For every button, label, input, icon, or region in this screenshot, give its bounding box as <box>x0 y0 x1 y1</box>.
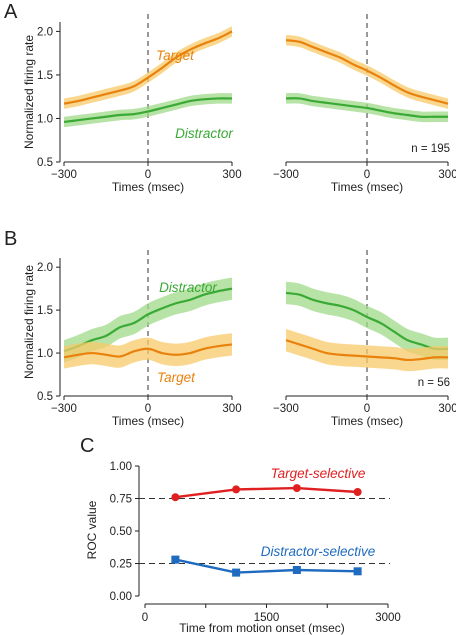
panel-a-right-distractor-line <box>285 97 448 118</box>
panel-c-y-tick-label: 1.00 <box>110 461 132 473</box>
panel-a-n-label: n = 195 <box>411 143 450 155</box>
panel-a-y-axis-label: Normalized firing rate <box>22 35 36 149</box>
panel-b-left-y-tick-label: 0.5 <box>37 391 53 403</box>
panel-a-left-x-tick-label: −300 <box>51 169 77 181</box>
panel-a-left-distractor-line <box>63 97 233 124</box>
panel-c-distractor-selective-line <box>175 558 358 574</box>
panel-c: C ROC value Time from motion onset (msec… <box>80 435 401 635</box>
panel-c-target-selective-label: Target-selective <box>271 466 366 481</box>
panel-a-left-target-label: Target <box>156 48 195 63</box>
panel-a-left-y-tick-label: 0.5 <box>37 157 53 169</box>
panel-c-x-tick-label: 0 <box>142 612 148 624</box>
panel-c-target-selective-point <box>353 488 362 496</box>
panel-a-left-target-band <box>64 26 232 109</box>
panel-b-right-x-tick-label: 300 <box>438 403 456 415</box>
panel-b-right-target-line <box>285 339 449 362</box>
panel-b-right-x-axis-label: Times (msec) <box>331 414 403 428</box>
panel-a-left-x-tick-label: 0 <box>145 169 151 181</box>
panel-c-plot: 0.00 0.25 0.50 0.75 1.00 0 1500 3000 Target-sele… <box>110 461 401 624</box>
panel-b-left-distractor-label: Distractor <box>159 280 217 295</box>
panel-c-distractor-selective-point <box>171 555 180 564</box>
panel-a-left-distractor-label: Distractor <box>175 126 233 141</box>
panel-a-left-y-tick-label: 1.5 <box>37 70 53 82</box>
panel-a: A Normalized firing rate 0.5 1.0 1.5 2.0 −30… <box>4 1 456 194</box>
panel-a-right-target-line <box>285 39 449 105</box>
panel-b-right-x-tick-label: −300 <box>273 403 299 415</box>
panel-b-y-axis-label: Normalized firing rate <box>22 265 36 379</box>
panel-c-x-tick-label: 1500 <box>254 612 280 624</box>
panel-b-left-y-tick-label: 1.5 <box>37 305 53 317</box>
panel-c-y-axis-label: ROC value <box>85 500 99 559</box>
panel-b: B Normalized firing rate 0.5 1.0 1.5 2.0 −30… <box>4 228 456 428</box>
panel-a-left-y-tick-label: 1.0 <box>37 113 53 125</box>
panel-a-right-x-axis-label: Times (msec) <box>331 180 403 194</box>
panel-c-y-tick-label: 0.50 <box>110 526 132 538</box>
panel-b-left-distractor-line <box>63 287 233 353</box>
panel-a-left-x-tick-label: 300 <box>222 169 241 181</box>
panel-c-y-tick-label: 0.75 <box>110 494 132 506</box>
panel-b-left-target-line <box>63 343 233 359</box>
panel-a-right-x-tick-label: 0 <box>364 169 370 181</box>
panel-c-target-selective-line <box>175 486 358 499</box>
panel-c-y-tick-label: 0.25 <box>110 559 132 571</box>
panel-b-left-target-band <box>64 333 232 369</box>
panel-b-left-plot: 0.5 1.0 1.5 2.0 −300 0 300 Times (msec) Distract… <box>37 250 242 428</box>
panel-b-left-x-tick-label: −300 <box>51 403 77 415</box>
panel-letter-c: C <box>80 435 94 457</box>
panel-c-target-selective-point <box>171 493 180 502</box>
panel-b-n-label: n = 56 <box>418 377 450 389</box>
panel-a-left-plot: 0.5 1.0 1.5 2.0 −300 0 300 Times (msec) Target Di… <box>37 14 242 194</box>
panel-c-distractor-selective-label: Distractor-selective <box>261 544 376 559</box>
panel-c-target-selective-point <box>292 484 301 493</box>
panel-c-distractor-selective-point <box>292 566 301 574</box>
panel-c-distractor-selective-point <box>353 567 362 576</box>
panel-c-target-selective-point <box>232 485 241 494</box>
panel-b-right-x-tick-label: 0 <box>364 403 370 415</box>
panel-c-x-tick-label: 3000 <box>375 612 401 624</box>
panel-b-left-x-tick-label: 0 <box>145 403 151 415</box>
panel-c-x-axis-label: Time from motion onset (msec) <box>179 621 345 635</box>
panel-b-left-target-label: Target <box>157 370 196 385</box>
panel-c-distractor-selective-point <box>232 568 241 577</box>
panel-b-left-y-tick-label: 1.0 <box>37 348 53 360</box>
panel-b-left-x-axis-label: Times (msec) <box>112 414 184 428</box>
panel-c-y-tick-label: 0.00 <box>110 591 132 603</box>
panel-letter-a: A <box>4 1 18 23</box>
panel-a-right-plot: −300 0 300 Times (msec) <box>273 14 456 194</box>
panel-a-left-target-line <box>63 30 233 105</box>
panel-a-left-y-tick-label: 2.0 <box>37 26 53 38</box>
panel-a-right-x-tick-label: −300 <box>273 169 299 181</box>
panel-b-right-plot: −300 0 300 Times (msec) <box>273 250 456 428</box>
panel-a-right-x-tick-label: 300 <box>438 169 456 181</box>
panel-a-left-x-axis-label: Times (msec) <box>112 180 184 194</box>
panel-b-right-distractor-line <box>285 291 449 351</box>
panel-b-left-y-tick-label: 2.0 <box>37 262 53 274</box>
panel-b-left-x-tick-label: 300 <box>222 403 241 415</box>
panel-letter-b: B <box>4 228 17 250</box>
